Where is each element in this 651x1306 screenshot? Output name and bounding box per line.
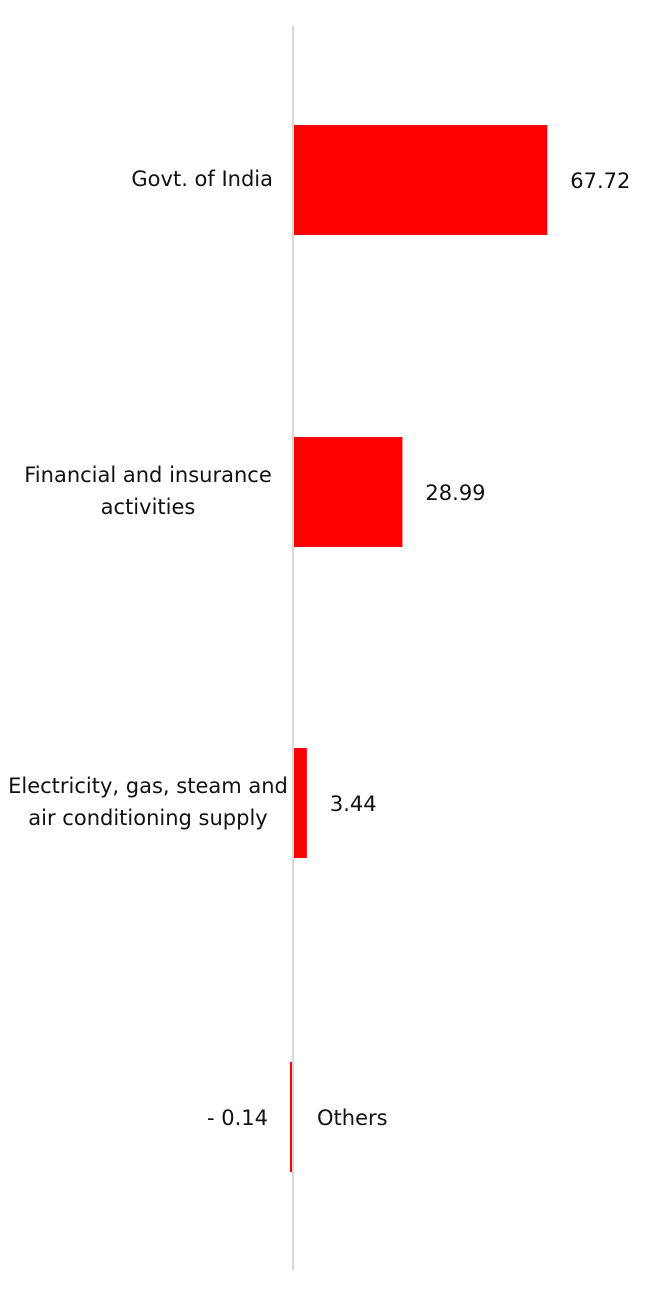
labels-layer: Govt. of India 67.72 Financial and insuran… — [8, 167, 630, 1130]
value-label-financial-and-insurance-activities: 28.99 — [425, 481, 485, 505]
category-label-others: Others — [317, 1106, 388, 1130]
category-label-govt-of-india: Govt. of India — [131, 167, 273, 191]
bar-govt-of-india — [294, 125, 548, 235]
bars-layer — [290, 125, 548, 1172]
value-label-electricity-gas-steam-and-air-conditioning-supply: 3.44 — [330, 792, 377, 816]
value-label-others: - 0.14 — [207, 1106, 268, 1130]
bar-financial-and-insurance-activities — [294, 437, 403, 547]
category-label-financial-and-insurance-activities-line-1: Financial and insurance — [24, 463, 272, 487]
category-label-financial-and-insurance-activities-line-2: activities — [101, 495, 196, 519]
category-label-electricity-gas-steam-and-air-conditioning-supply-line-1: Electricity, gas, steam and — [8, 774, 288, 798]
bar-others — [290, 1062, 292, 1172]
bar-electricity-gas-steam-and-air-conditioning-supply — [294, 748, 307, 858]
value-label-govt-of-india: 67.72 — [570, 169, 630, 193]
category-label-electricity-gas-steam-and-air-conditioning-supply-line-2: air conditioning supply — [28, 806, 267, 830]
